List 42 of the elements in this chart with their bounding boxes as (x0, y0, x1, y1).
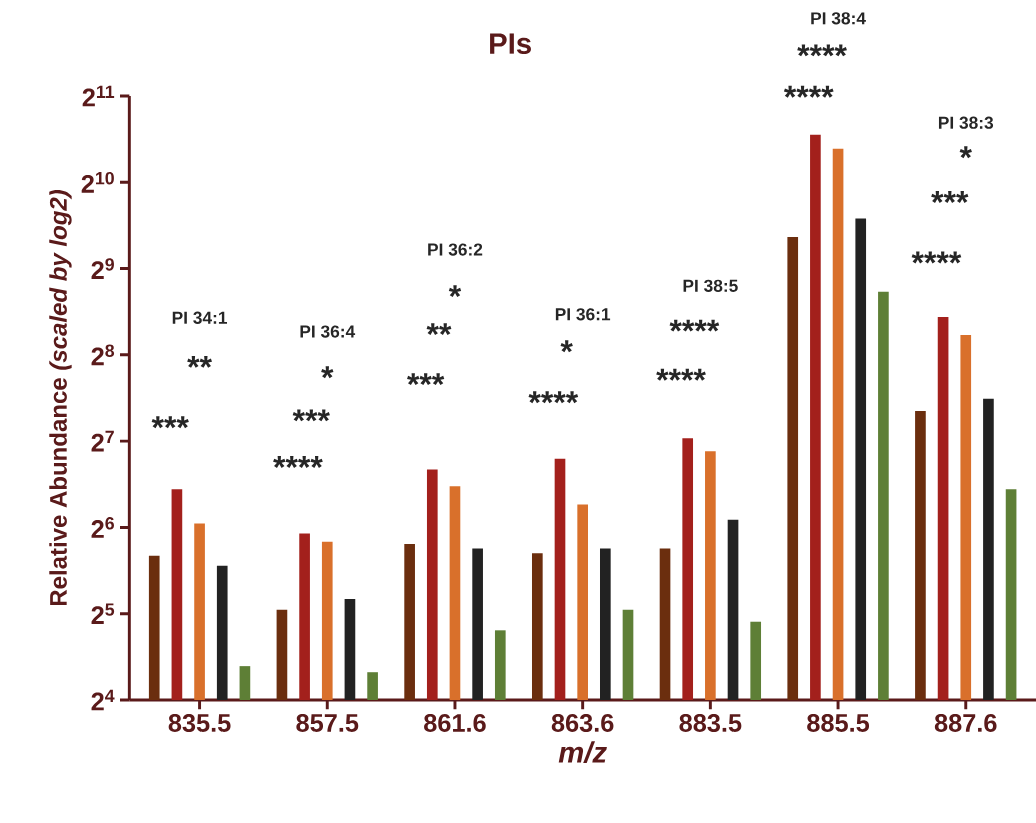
annotation: *** (292, 409, 330, 422)
annotation: **** (528, 391, 579, 404)
annotation: **** (911, 251, 962, 264)
annotation: * (321, 366, 334, 379)
text: PI 38:4 (811, 12, 866, 25)
annotation: PI 38:5 (683, 279, 738, 293)
y-axis-title: Relative Abundance (scaled by log2) (49, 190, 72, 606)
x-tick-label: 883.5 (679, 714, 742, 733)
annotation: ** (426, 323, 452, 336)
y-tick-label: 2$^{9}$ (91, 258, 114, 280)
annotation: ** (187, 356, 212, 368)
annotation: **** (273, 456, 323, 469)
annotation: PI 36:4 (300, 325, 356, 338)
x-tick-label: 835.5 (168, 714, 231, 733)
y-tick-label: 2$^{8}$ (91, 344, 115, 366)
y-tick-label: 2$^{6}$ (91, 517, 114, 538)
x-tick-label: 887.6 (934, 714, 997, 733)
annotation: *** (931, 191, 969, 204)
annotation: PI 36:1 (555, 308, 611, 321)
annotation: **** (783, 86, 834, 98)
x-axis-title: m/z (558, 741, 607, 764)
x-tick-label: 863.6 (551, 714, 614, 733)
x-tick-label: 857.5 (296, 714, 359, 733)
x-tick-label: 885.5 (807, 714, 870, 733)
y-tick-label: 2$^{5}$ (91, 603, 115, 625)
annotation: * (448, 285, 462, 298)
y-tick-label: 2$^{4}$ (91, 689, 115, 711)
annotation: **** (669, 319, 720, 332)
y-tick-label: 2$^{11}$ (82, 85, 115, 107)
annotation: * (959, 146, 972, 159)
y-tick-label: 2$^{10}$ (81, 172, 114, 193)
annotation: *** (407, 373, 445, 386)
chart-title: PIs (490, 33, 531, 55)
x-tick-label: 861.6 (424, 714, 486, 733)
annotation: PI 38:3 (938, 116, 994, 130)
annotation: PI 34:1 (172, 311, 228, 325)
y-tick-label: 2$^{7}$ (91, 431, 114, 452)
annotation: * (560, 340, 573, 353)
annotation: **** (656, 369, 706, 381)
annotation: *** (151, 416, 189, 429)
annotation: PI 36:2 (428, 243, 483, 256)
text: **** (797, 44, 847, 57)
